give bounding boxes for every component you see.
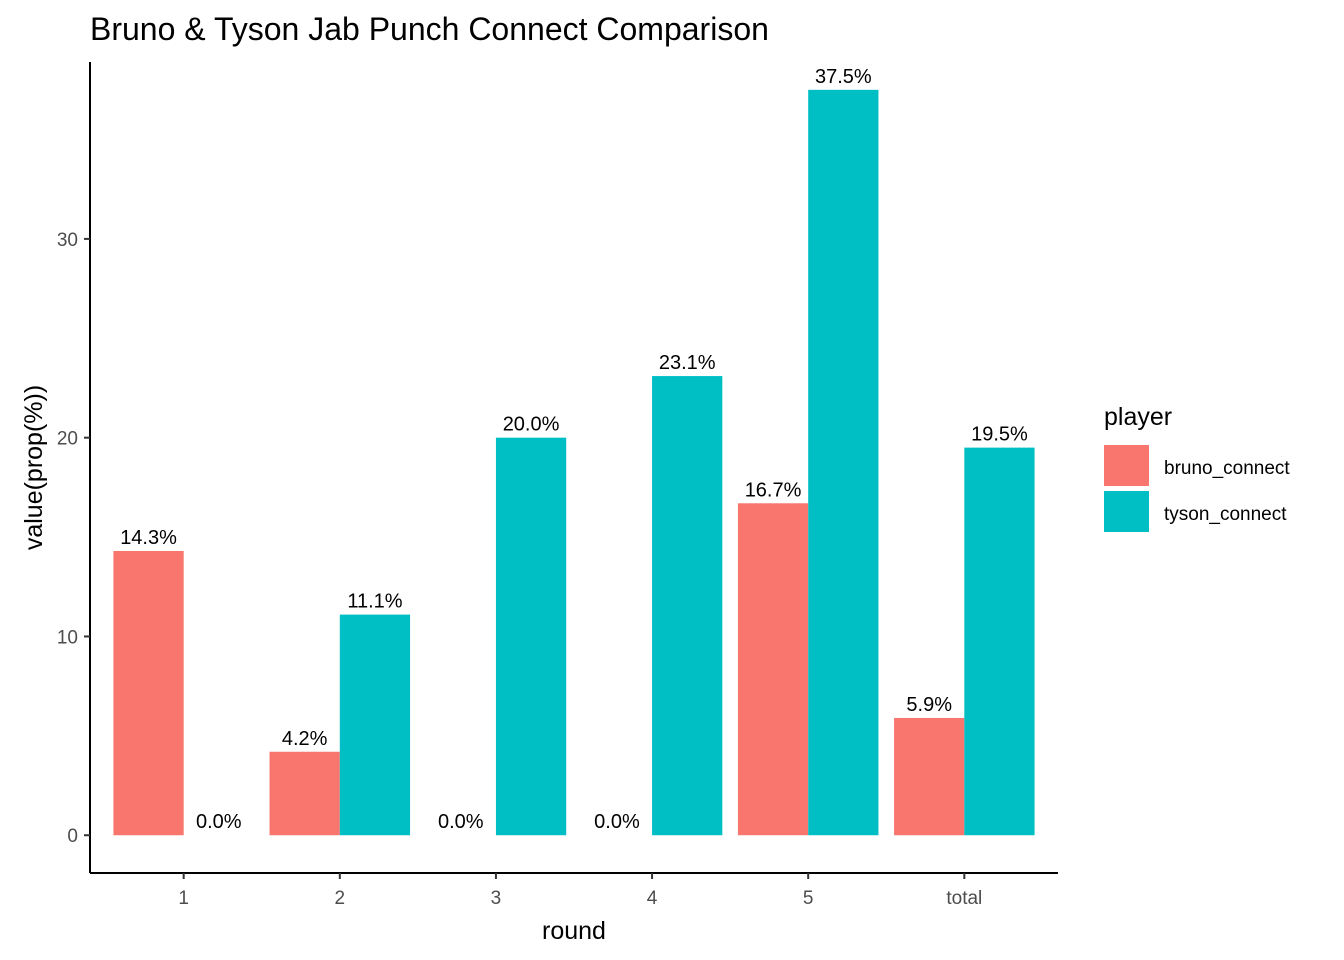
y-tick-label-20: 20 bbox=[57, 429, 78, 450]
bar-bruno_connect-1 bbox=[113, 550, 184, 836]
x-tick-label-3: 3 bbox=[491, 888, 502, 909]
data-label-bruno_connect-2: 4.2% bbox=[282, 728, 328, 750]
y-axis-title: value(prop(%)) bbox=[20, 385, 48, 550]
legend-key-tyson_connect bbox=[1104, 491, 1149, 532]
bar-tyson_connect-4 bbox=[652, 376, 723, 836]
x-axis: 1 2 3 4 5 total bbox=[178, 873, 982, 909]
bar-tyson_connect-2 bbox=[339, 614, 411, 836]
y-tick-label-0: 0 bbox=[67, 826, 78, 847]
bars-layer bbox=[113, 89, 1035, 836]
data-labels-layer: 14.3% 4.2% 0.0% 0.0% 16.7% 5.9% 0.0% 11.1% 20.0%… bbox=[120, 66, 1028, 833]
x-tick-label-5: 5 bbox=[803, 888, 814, 909]
y-axis: 0 10 20 30 bbox=[57, 230, 90, 847]
data-label-tyson_connect-5: 37.5% bbox=[815, 66, 872, 88]
data-label-tyson_connect-total: 19.5% bbox=[971, 424, 1028, 446]
y-tick-label-30: 30 bbox=[57, 230, 78, 251]
chart-title: Bruno & Tyson Jab Punch Connect Comparis… bbox=[90, 11, 769, 47]
data-label-bruno_connect-1: 14.3% bbox=[120, 527, 177, 549]
legend-label-tyson_connect: tyson_connect bbox=[1164, 504, 1287, 525]
x-tick-label-total: total bbox=[946, 888, 982, 909]
legend-label-bruno_connect: bruno_connect bbox=[1164, 458, 1290, 479]
data-label-bruno_connect-5: 16.7% bbox=[745, 479, 802, 501]
x-axis-title: round bbox=[542, 917, 606, 945]
data-label-bruno_connect-total: 5.9% bbox=[906, 694, 952, 716]
legend-key-bruno_connect bbox=[1104, 445, 1149, 486]
x-tick-label-1: 1 bbox=[178, 888, 189, 909]
data-label-tyson_connect-2: 11.1% bbox=[347, 591, 402, 613]
bar-bruno_connect-2 bbox=[269, 751, 340, 836]
bar-tyson_connect-total bbox=[964, 447, 1035, 836]
data-label-tyson_connect-3: 20.0% bbox=[503, 414, 560, 436]
data-label-bruno_connect-4: 0.0% bbox=[594, 811, 640, 833]
bar-tyson_connect-3 bbox=[495, 437, 567, 836]
bar-bruno_connect-5 bbox=[737, 503, 809, 836]
y-tick-label-10: 10 bbox=[57, 627, 78, 648]
bar-tyson_connect-5 bbox=[808, 89, 879, 836]
legend: player bruno_connect tyson_connect bbox=[1104, 403, 1290, 532]
data-label-bruno_connect-3: 0.0% bbox=[438, 811, 484, 833]
x-tick-label-4: 4 bbox=[647, 888, 658, 909]
data-label-tyson_connect-1: 0.0% bbox=[196, 811, 242, 833]
bar-bruno_connect-total bbox=[894, 717, 965, 836]
x-tick-label-2: 2 bbox=[335, 888, 346, 909]
data-label-tyson_connect-4: 23.1% bbox=[659, 352, 716, 374]
legend-title: player bbox=[1104, 403, 1172, 431]
